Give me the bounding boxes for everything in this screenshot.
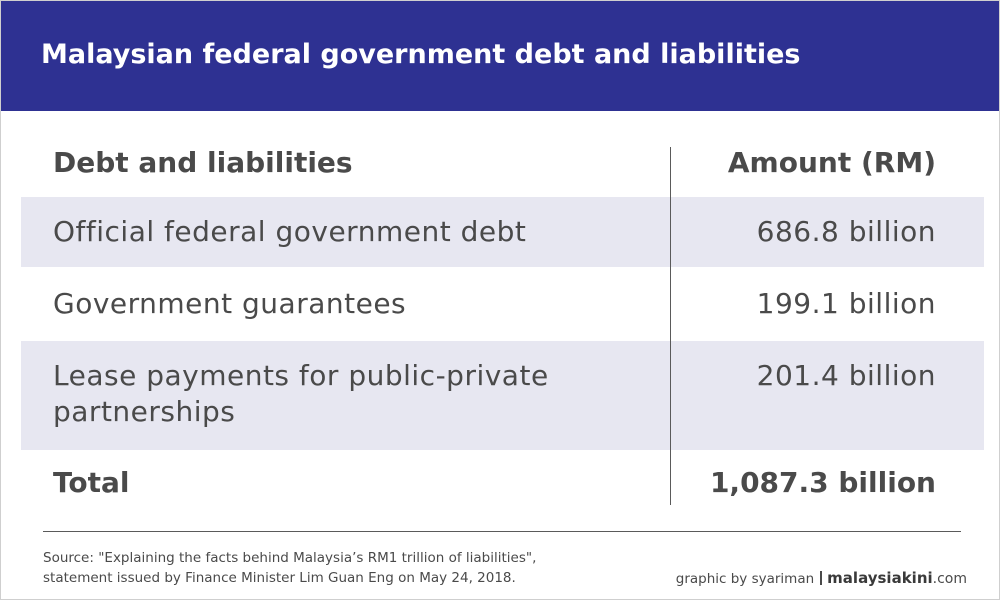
table-row: Lease payments for public-private partne… xyxy=(21,341,984,450)
source-line-2: statement issued by Finance Minister Lim… xyxy=(43,570,516,586)
table-header-row: Debt and liabilities Amount (RM) xyxy=(21,141,984,187)
row-item-label: Official federal government debt xyxy=(53,215,527,248)
graphic-credit: graphic by syariman malaysiakini.com xyxy=(676,568,967,589)
total-amount-value: 1,087.3 billion xyxy=(709,466,936,499)
row-amount-value: 686.8 billion xyxy=(756,215,936,248)
table-total-row: Total 1,087.3 billion xyxy=(21,457,984,513)
row-amount-value: 201.4 billion xyxy=(756,359,936,392)
row-item-label: Lease payments for public-private partne… xyxy=(53,359,549,428)
row-item-label: Government guarantees xyxy=(53,287,407,320)
brand-domain-suffix: .com xyxy=(932,571,967,587)
title-banner: Malaysian federal government debt and li… xyxy=(1,1,999,111)
credit-separator xyxy=(820,571,823,585)
credit-text: graphic by syariman xyxy=(675,571,815,587)
row-amount-value: 199.1 billion xyxy=(756,287,936,320)
column-divider xyxy=(670,147,671,505)
column-header-amount: Amount (RM) xyxy=(727,146,936,179)
page-title: Malaysian federal government debt and li… xyxy=(41,39,801,70)
total-label: Total xyxy=(53,466,130,499)
table-row: Official federal government debt 686.8 b… xyxy=(21,197,984,267)
brand-logo-text: malaysiakini xyxy=(827,569,933,587)
footer-divider xyxy=(43,531,961,532)
column-header-item: Debt and liabilities xyxy=(53,146,353,179)
source-line-1: Source: "Explaining the facts behind Mal… xyxy=(43,550,537,566)
table-row: Government guarantees 199.1 billion xyxy=(21,267,984,341)
source-note: Source: "Explaining the facts behind Mal… xyxy=(43,548,536,588)
